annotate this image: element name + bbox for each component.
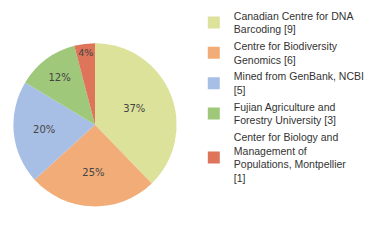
svg-text:37%: 37% <box>123 103 145 114</box>
svg-text:20%: 20% <box>33 124 55 135</box>
svg-text:Fujian Agriculture andForestry: Fujian Agriculture andForestry Universit… <box>234 101 336 127</box>
svg-text:12%: 12% <box>48 72 70 83</box>
svg-text:Centre for BiodiversityGenomic: Centre for BiodiversityGenomics [6] <box>234 40 338 66</box>
svg-text:Center for Biology andManageme: Center for Biology andManagement ofPopul… <box>234 131 347 184</box>
svg-text:Mined from GenBank, NCBI[5]: Mined from GenBank, NCBI[5] <box>234 70 364 96</box>
svg-text:Canadian Centre for DNABarcodi: Canadian Centre for DNABarcoding [9] <box>234 10 354 36</box>
svg-text:25%: 25% <box>82 167 104 178</box>
svg-text:4%: 4% <box>78 47 93 58</box>
